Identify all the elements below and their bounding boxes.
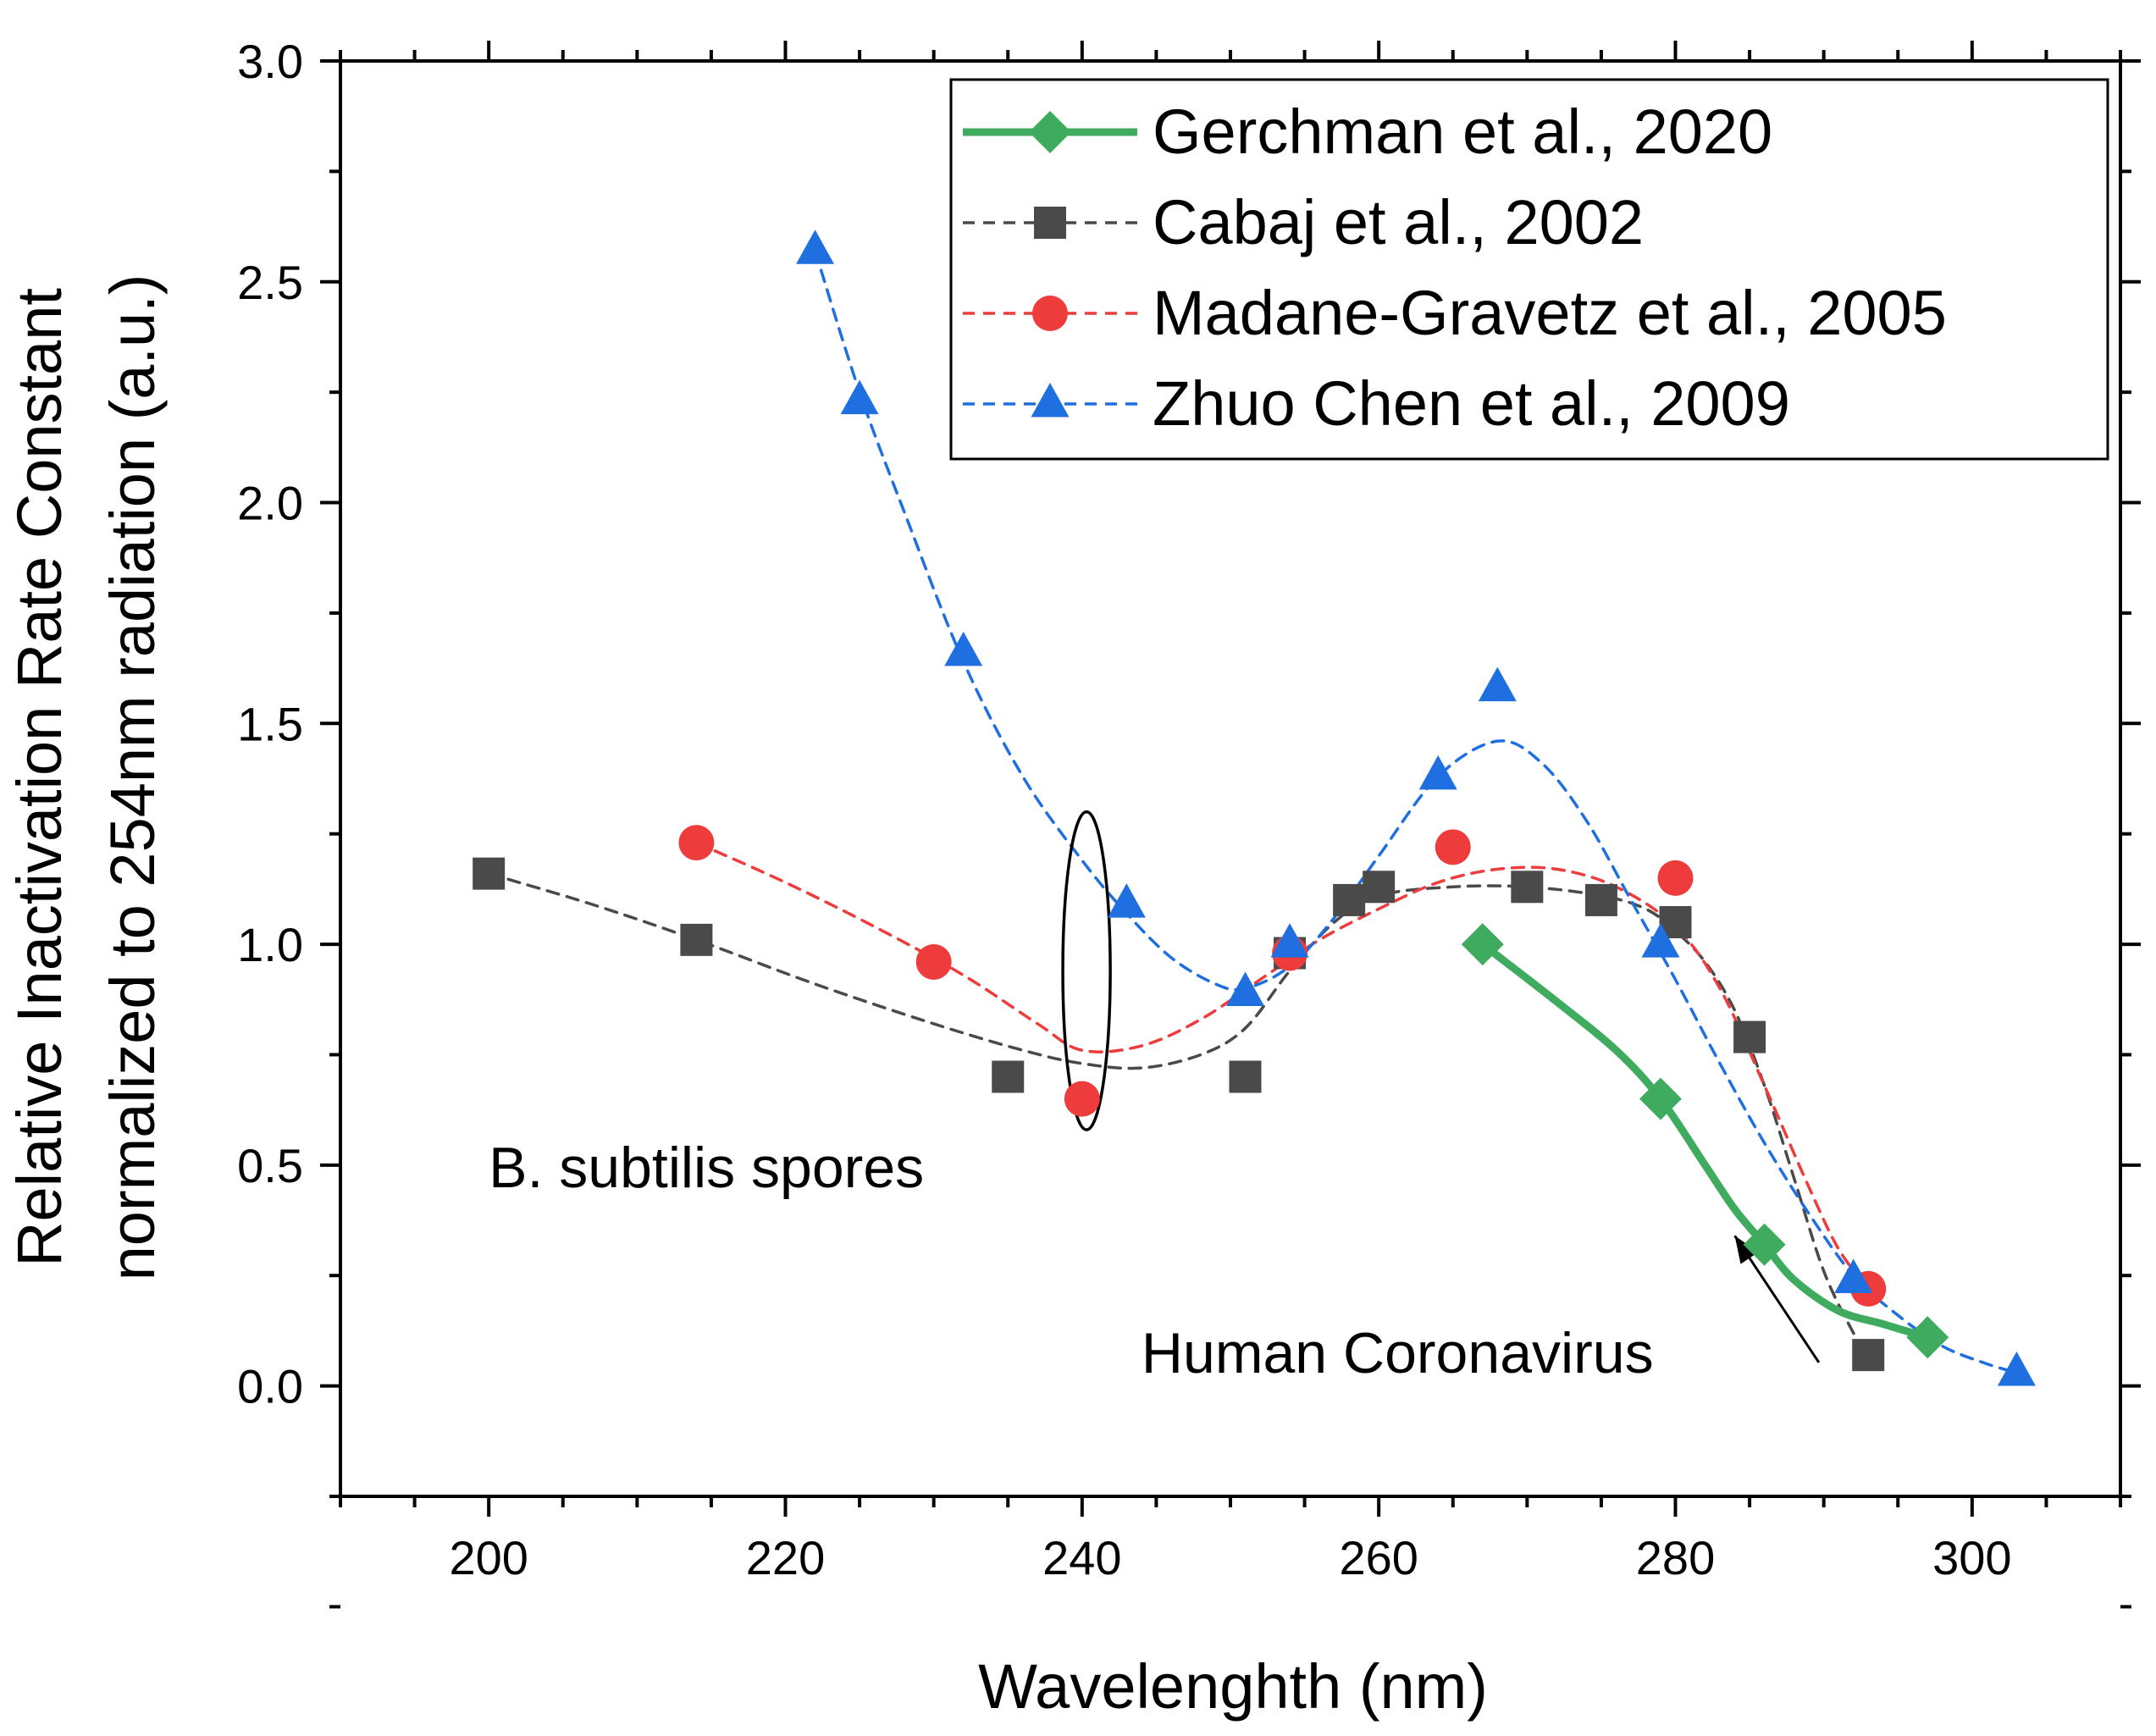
data-point-gerchman-et-al-2020 xyxy=(1906,1316,1949,1359)
y-tick-label: 1.5 xyxy=(237,697,303,750)
fit-line-gerchman-et-al-2020 xyxy=(1479,940,1932,1341)
legend-label: Cabaj et al., 2002 xyxy=(1153,187,1644,257)
data-point-gerchman-et-al-2020 xyxy=(1461,923,1504,966)
annotations: B. subtilis spores Human Coronavirus xyxy=(489,810,1821,1385)
data-point-zhuo-chen-et-al-2009 xyxy=(1270,923,1309,958)
legend: Gerchman et al., 2020 Cabaj et al., 2002 M… xyxy=(949,78,2109,461)
legend-marker-madane-gravetz-et-al-2005 xyxy=(1032,296,1068,331)
data-markers xyxy=(473,229,2036,1386)
data-point-cabaj-et-al-2002 xyxy=(1333,883,1366,916)
x-axis-title: Wavelenghth (nm) xyxy=(978,1651,1488,1722)
data-point-madane-gravetz-et-al-2005 xyxy=(1435,829,1471,865)
data-point-cabaj-et-al-2002 xyxy=(1584,883,1617,916)
data-point-gerchman-et-al-2020 xyxy=(1639,1077,1682,1120)
x-tick-label: 240 xyxy=(1042,1531,1121,1584)
data-point-zhuo-chen-et-al-2009 xyxy=(1641,923,1680,958)
fit-line-zhuo-chen-et-al-2009 xyxy=(813,249,2019,1374)
y-tick-label: 3.0 xyxy=(237,35,303,88)
legend-marker-cabaj-et-al-2002 xyxy=(1034,207,1066,239)
data-point-zhuo-chen-et-al-2009 xyxy=(1834,1258,1873,1293)
data-point-madane-gravetz-et-al-2005 xyxy=(1064,1081,1100,1117)
data-point-gerchman-et-al-2020 xyxy=(1743,1223,1786,1266)
data-point-zhuo-chen-et-al-2009 xyxy=(1478,666,1517,702)
x-tick-label: 200 xyxy=(449,1531,528,1584)
annotation-spores: B. subtilis spores xyxy=(489,1136,924,1200)
legend-marker-zhuo-chen-et-al-2009 xyxy=(1031,383,1070,417)
y-tick-label: 0.0 xyxy=(237,1360,303,1413)
data-point-zhuo-chen-et-al-2009 xyxy=(944,631,983,666)
data-point-cabaj-et-al-2002 xyxy=(1363,871,1396,904)
annotation-coronavirus: Human Coronavirus xyxy=(1142,1321,1654,1385)
y-axis-title: Relative Inactivation Rate Constant norm… xyxy=(4,274,168,1281)
annotation-arrowhead xyxy=(1734,1236,1759,1264)
x-tick-label: 280 xyxy=(1636,1531,1715,1584)
x-tick-label: 300 xyxy=(1932,1531,2011,1584)
data-point-cabaj-et-al-2002 xyxy=(1852,1339,1885,1372)
data-point-cabaj-et-al-2002 xyxy=(680,923,713,956)
data-point-zhuo-chen-et-al-2009 xyxy=(840,379,879,415)
data-point-cabaj-et-al-2002 xyxy=(473,857,506,890)
data-point-cabaj-et-al-2002 xyxy=(992,1060,1025,1093)
legend-box xyxy=(949,78,2109,461)
y-tick-label: 0.5 xyxy=(237,1139,303,1192)
data-point-madane-gravetz-et-al-2005 xyxy=(915,943,952,980)
y-axis-title-line-1: Relative Inactivation Rate Constant xyxy=(4,288,75,1267)
x-tick-label: 220 xyxy=(746,1531,825,1584)
annotation-ellipse xyxy=(1061,810,1112,1131)
data-point-zhuo-chen-et-al-2009 xyxy=(1418,755,1457,790)
legend-label: Zhuo Chen et al., 2009 xyxy=(1153,368,1790,439)
x-tick-label: 260 xyxy=(1339,1531,1418,1584)
data-point-zhuo-chen-et-al-2009 xyxy=(1107,883,1146,918)
legend-label: Madane-Gravetz et al., 2005 xyxy=(1153,278,1947,348)
data-point-madane-gravetz-et-al-2005 xyxy=(1657,860,1694,896)
y-tick-label: 2.0 xyxy=(237,477,303,530)
data-point-cabaj-et-al-2002 xyxy=(1229,1060,1262,1093)
data-point-cabaj-et-al-2002 xyxy=(1733,1020,1766,1053)
y-tick-label: 1.0 xyxy=(237,918,303,971)
fit-line-madane-gravetz-et-al-2005 xyxy=(694,841,1870,1291)
data-point-zhuo-chen-et-al-2009 xyxy=(796,229,835,264)
data-point-zhuo-chen-et-al-2009 xyxy=(1997,1351,2036,1386)
data-point-madane-gravetz-et-al-2005 xyxy=(678,825,715,861)
legend-marker-gerchman-et-al-2020 xyxy=(1029,111,1071,153)
legend-label: Gerchman et al., 2020 xyxy=(1153,97,1772,167)
axes: 200 220 240 260 280 300 0.0 0.5 1.0 1.5 2.0 2.5 3.0 xyxy=(237,35,2141,1609)
data-point-zhuo-chen-et-al-2009 xyxy=(1226,971,1265,1006)
y-tick-label: 2.5 xyxy=(237,256,303,309)
data-point-cabaj-et-al-2002 xyxy=(1511,871,1544,904)
y-axis-title-line-2: normalized to 254nm radiation (a.u.) xyxy=(97,274,168,1281)
